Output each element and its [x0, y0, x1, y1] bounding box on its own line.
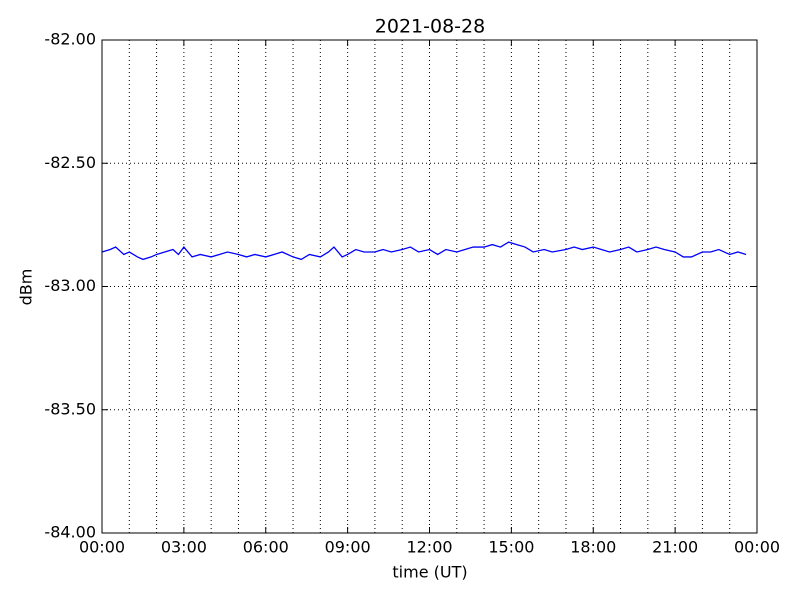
x-tick-label: 18:00	[570, 538, 616, 557]
x-tick-label: 06:00	[243, 538, 289, 557]
y-tick-label: -84.00	[44, 523, 96, 542]
data-line	[101, 241, 747, 261]
x-axis-label: time (UT)	[392, 563, 467, 582]
y-axis-label: dBm	[17, 269, 36, 306]
y-tick-label: -83.50	[44, 399, 96, 418]
x-tick-label: 12:00	[406, 538, 452, 557]
y-tick-label: -83.00	[44, 276, 96, 295]
x-tick-label: 00:00	[734, 538, 780, 557]
x-tick-label: 03:00	[161, 538, 207, 557]
x-tick-label: 21:00	[652, 538, 698, 557]
chart-title: 2021-08-28	[375, 16, 485, 38]
x-tick-label: 15:00	[488, 538, 534, 557]
x-tick-label: 09:00	[325, 538, 371, 557]
y-tick-label: -82.00	[44, 30, 96, 49]
y-tick-label: -82.50	[44, 153, 96, 172]
x-tick-label: 00:00	[79, 538, 125, 557]
plot-frame	[101, 39, 758, 534]
